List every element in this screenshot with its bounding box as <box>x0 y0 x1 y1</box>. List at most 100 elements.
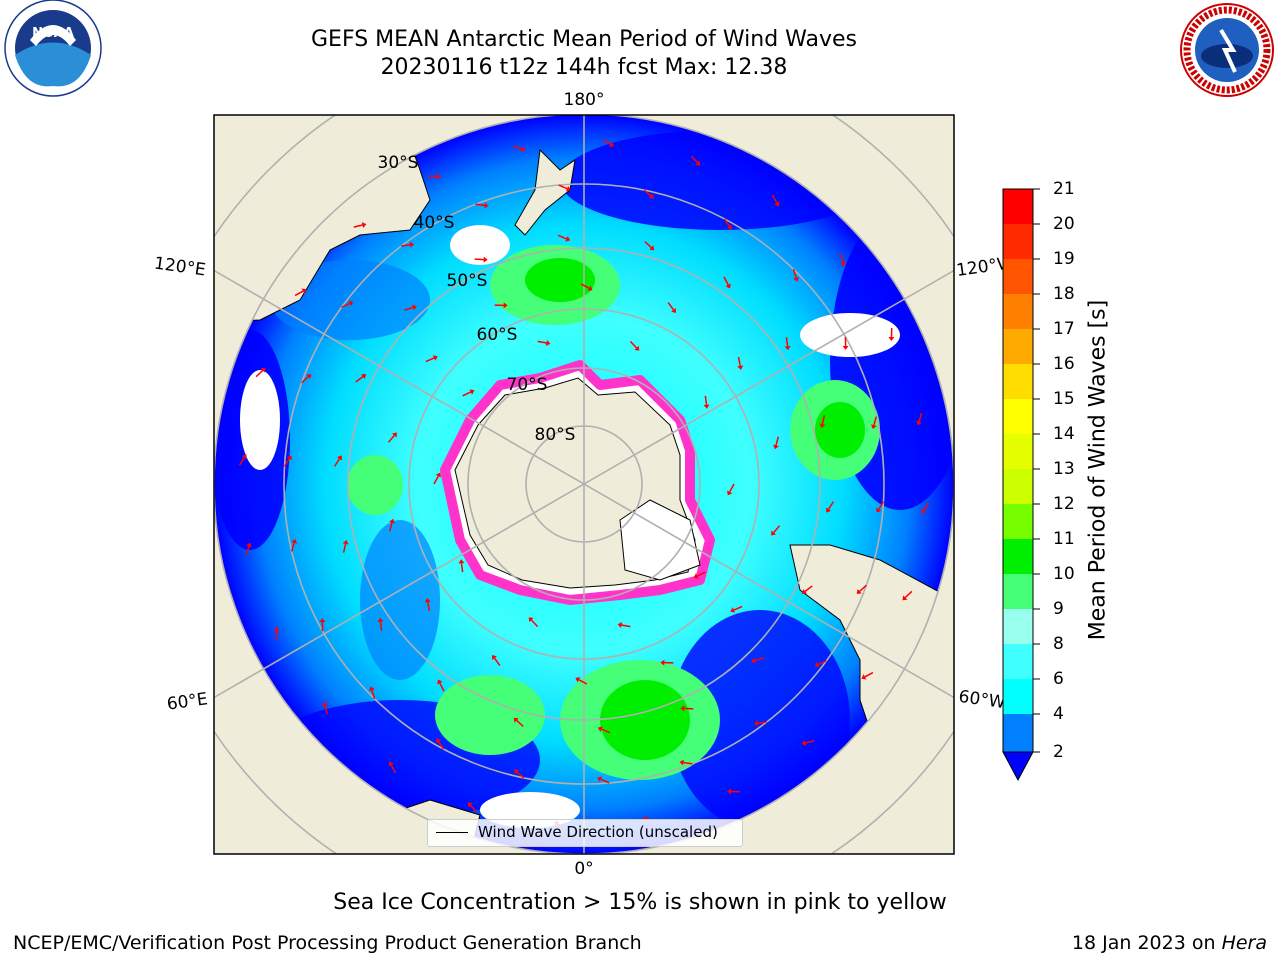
cbar-tick: 13 <box>1053 459 1075 479</box>
ice-shelf <box>619 499 701 581</box>
wave-arrow <box>667 302 675 311</box>
wave-arrow-head <box>671 308 676 314</box>
wave-arrow <box>923 502 930 511</box>
wave-arrow <box>580 283 590 289</box>
cbar-tick: 8 <box>1053 634 1064 654</box>
wave-arrow <box>629 340 638 349</box>
wave-arrow-head <box>437 679 443 685</box>
wave-arrow-head <box>565 236 571 242</box>
wave-arrow-head <box>369 686 375 692</box>
wave-arrow-head <box>342 539 349 545</box>
wave-arrow <box>729 483 735 493</box>
wave-arrow-head <box>377 617 384 623</box>
wave-arrow-head <box>545 340 551 346</box>
colorbar <box>1002 188 1040 782</box>
wave-arrow-head <box>388 761 394 767</box>
wave-arrow <box>355 376 364 383</box>
wave-arrow-head <box>861 674 867 680</box>
cbar-tick: 16 <box>1053 354 1075 374</box>
wave-arrow <box>601 728 611 734</box>
wave-arrow <box>353 224 363 228</box>
wave-arrow-head <box>436 173 442 180</box>
wave-arrow <box>704 395 708 405</box>
wave-arrow <box>757 721 767 725</box>
wave-arrow <box>864 671 874 678</box>
noaa-logo: NOAA <box>4 0 102 97</box>
wave-arrow-head <box>513 717 519 723</box>
wave-arrow <box>696 571 706 577</box>
wave-arrow-head <box>458 559 465 564</box>
wave-arrow-head <box>773 444 779 450</box>
wave-arrow <box>621 624 631 628</box>
cbar-tick: 10 <box>1053 564 1075 584</box>
wave-arrow-head <box>301 288 307 294</box>
wave-arrow-head <box>520 146 526 152</box>
wave-arrow <box>578 679 588 685</box>
wave-arrow <box>723 276 729 286</box>
wave-arrow <box>371 689 376 700</box>
wave-arrow-head <box>424 598 431 603</box>
wave-arrow <box>493 657 501 666</box>
wave-arrow <box>401 243 411 247</box>
wave-arrow-head <box>432 355 438 361</box>
wave-arrow <box>754 657 764 662</box>
cbar-tick: 9 <box>1053 599 1064 619</box>
wave-arrow-head <box>291 538 297 544</box>
wave-arrow <box>557 234 567 240</box>
lat-label-30s: 30°S <box>378 153 419 173</box>
wave-arrow <box>516 771 525 779</box>
wave-arrow <box>290 542 295 552</box>
wave-arrow <box>425 357 435 363</box>
wave-arrow <box>324 705 328 715</box>
legend-line-icon <box>436 832 468 833</box>
lat-label-40s: 40°S <box>414 213 455 233</box>
wave-arrow <box>462 391 472 397</box>
wave-arrow-head <box>660 659 665 666</box>
cbar-tick: 14 <box>1053 424 1075 444</box>
wave-arrow-head <box>753 720 759 727</box>
wave-arrow-head <box>565 185 571 192</box>
wave-arrow <box>245 546 250 556</box>
wave-arrow-head <box>528 617 534 623</box>
wave-arrow <box>733 605 743 611</box>
wave-arrow <box>773 525 781 534</box>
wave-arrow-head <box>597 726 603 732</box>
wave-arrow-head <box>319 618 326 623</box>
wave-arrow-head <box>649 193 655 199</box>
wave-arrow <box>873 416 878 426</box>
wave-arrow <box>804 585 813 592</box>
wave-arrow <box>404 306 414 311</box>
wave-arrow <box>690 155 699 164</box>
wave-arrow-head <box>483 256 488 263</box>
wave-arrow-head <box>737 365 744 370</box>
wave-arrow <box>238 457 245 466</box>
wave-arrow-head <box>634 345 640 351</box>
wave-arrow <box>433 475 439 485</box>
footer-host: Hera <box>1221 932 1267 954</box>
wave-arrow <box>785 337 789 347</box>
wave-arrow-head <box>902 595 908 601</box>
wave-arrow-head <box>348 300 354 307</box>
wave-arrow-head <box>825 507 832 513</box>
wave-arrow-head <box>361 222 367 228</box>
wave-arrow-head <box>435 472 441 478</box>
wave-arrow-head <box>679 759 684 766</box>
noaa-logo-text: NOAA <box>32 26 74 41</box>
wave-arrow <box>342 543 347 553</box>
colorbar-label: Mean Period of Wind Waves [s] <box>1085 299 1111 641</box>
wave-arrow-head <box>916 420 922 426</box>
wave-arrow <box>439 682 445 692</box>
wave-arrow-head <box>587 285 593 291</box>
wave-arrow-head <box>856 589 862 594</box>
wave-arrow-head <box>784 345 791 351</box>
wave-arrow-head <box>840 261 846 267</box>
wave-arrow-head <box>771 530 777 536</box>
cbar-tick: 15 <box>1053 389 1075 409</box>
wave-arrow <box>469 804 478 813</box>
wave-arrow-head <box>774 201 780 207</box>
wave-arrow <box>775 436 780 446</box>
lat-label-60s: 60°S <box>477 325 518 345</box>
wave-arrow <box>827 501 835 510</box>
wave-arrow <box>821 415 826 425</box>
wave-arrow <box>427 601 431 612</box>
